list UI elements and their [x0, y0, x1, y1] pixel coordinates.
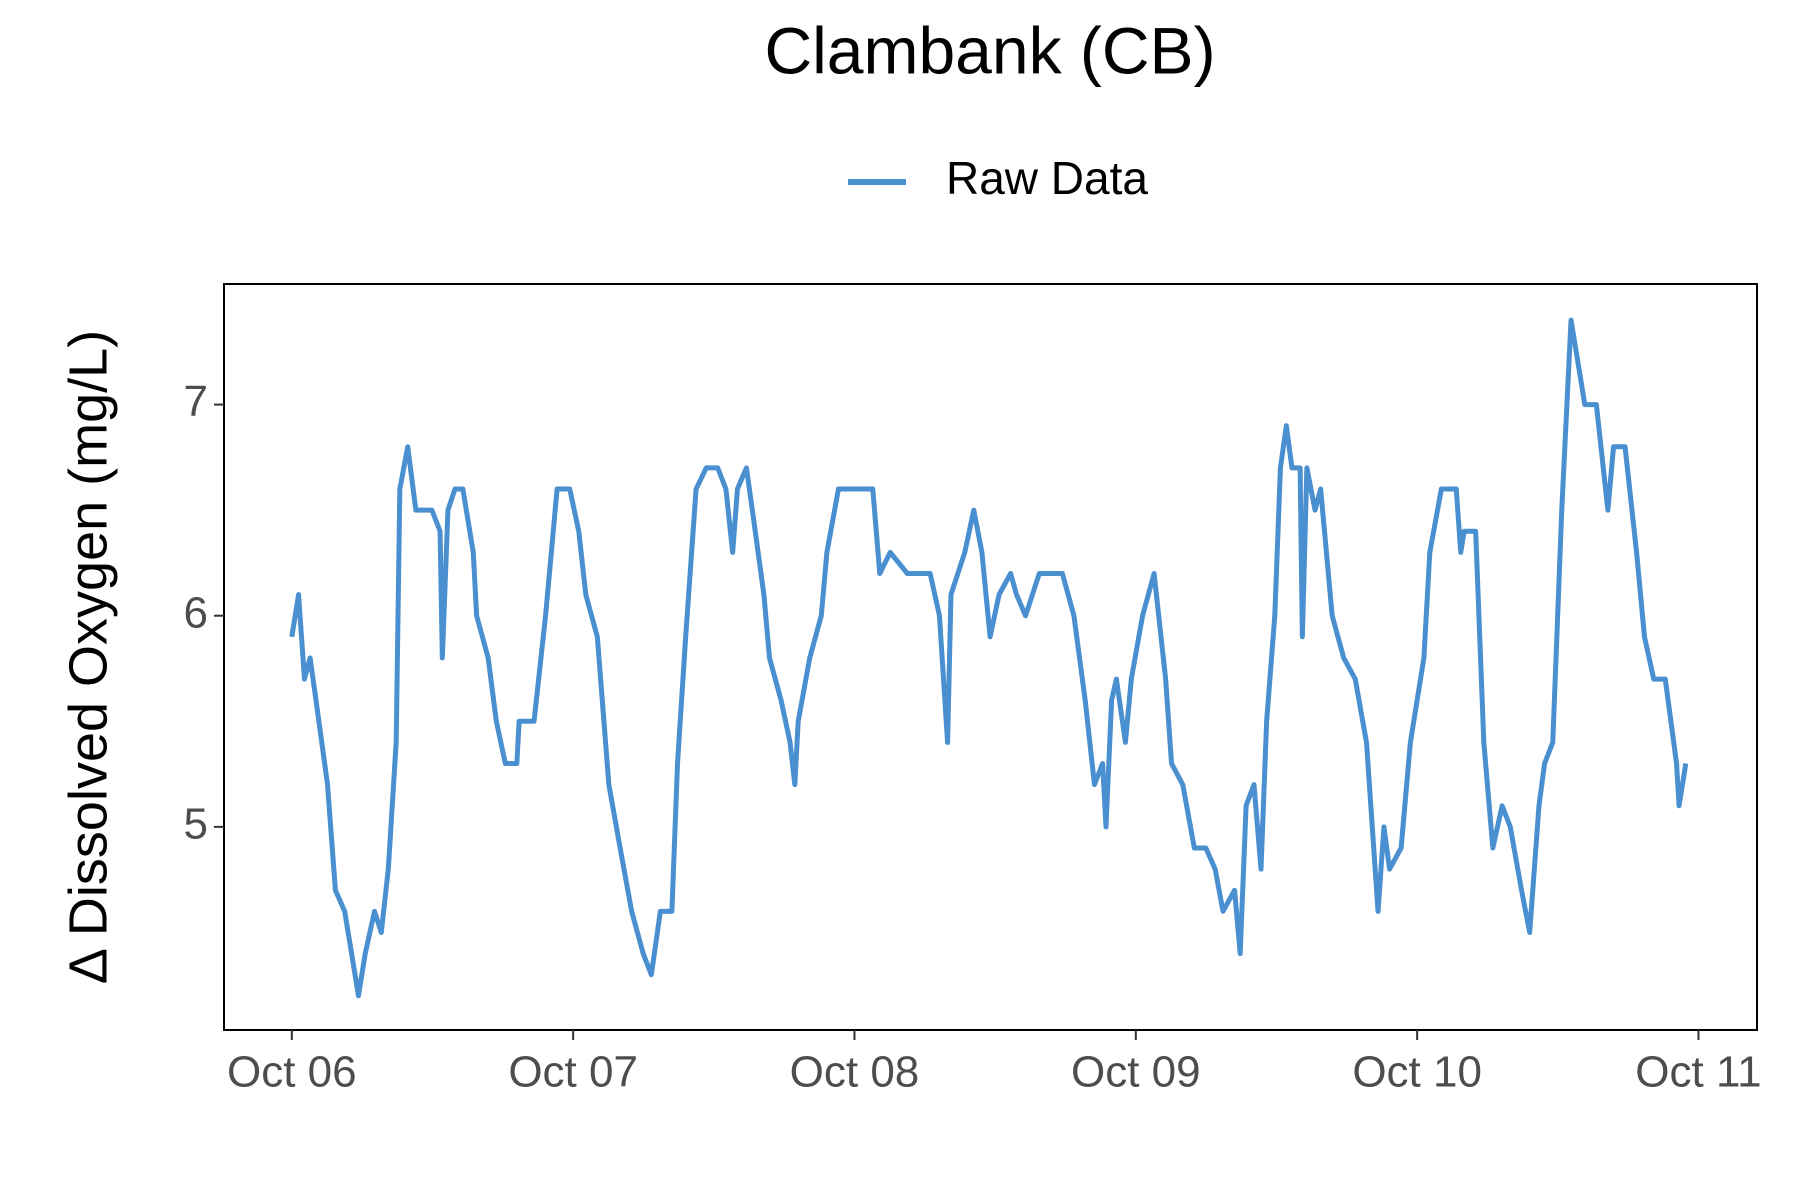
- chart-title: Clambank (CB): [764, 13, 1215, 87]
- x-tick-label: Oct 06: [227, 1048, 357, 1097]
- legend-label: Raw Data: [946, 152, 1148, 204]
- y-tick-label: 5: [184, 799, 208, 848]
- x-tick-label: Oct 08: [790, 1048, 920, 1097]
- plot-frame: [223, 283, 1758, 1031]
- y-tick-label: 6: [184, 588, 208, 637]
- x-tick-label: Oct 07: [508, 1048, 638, 1097]
- data-line: [289, 317, 1689, 999]
- x-tick-label: Oct 10: [1352, 1048, 1482, 1097]
- x-tick-label: Oct 11: [1635, 1048, 1761, 1097]
- x-tick-label: Oct 09: [1071, 1048, 1201, 1097]
- y-tick-label: 7: [184, 377, 208, 426]
- y-axis-label: Δ Dissolved Oxygen (mg/L): [58, 330, 118, 984]
